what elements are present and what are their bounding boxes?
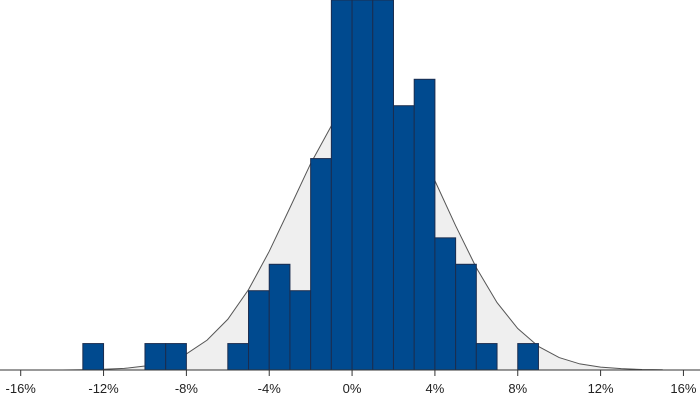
x-tick-label: 4% [426, 381, 445, 396]
bar [434, 237, 457, 371]
bar [82, 343, 105, 371]
bar [455, 263, 477, 371]
bar [310, 158, 332, 371]
x-tick-label: 12% [588, 381, 614, 396]
x-tick-label: -12% [88, 381, 119, 396]
bar [289, 290, 312, 371]
x-tick-label: 8% [508, 381, 527, 396]
x-tick-label: 0% [343, 381, 362, 396]
bar [517, 343, 539, 371]
bar [392, 105, 415, 371]
bar [475, 343, 498, 371]
bar [372, 0, 394, 371]
bar [330, 0, 353, 371]
x-tick-label: 16% [670, 381, 696, 396]
x-tick-label: -8% [175, 381, 199, 396]
x-tick-label: -4% [258, 381, 282, 396]
x-tick-label: -16% [6, 381, 37, 396]
bar [413, 78, 436, 371]
bar [227, 343, 250, 371]
bar [268, 263, 291, 371]
bar [165, 343, 187, 371]
bar [351, 0, 374, 371]
bar [144, 343, 167, 371]
bar [248, 290, 270, 371]
